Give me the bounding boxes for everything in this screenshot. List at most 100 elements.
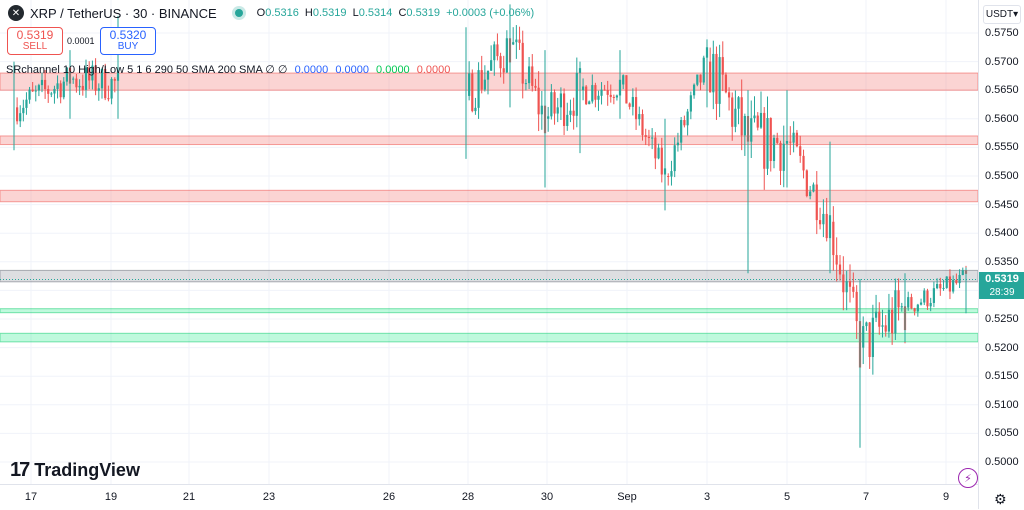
- support-zone: [0, 308, 978, 314]
- candle-body: [709, 61, 712, 93]
- candle-body: [822, 213, 825, 225]
- candle-body: [673, 145, 676, 172]
- candle-body: [37, 85, 40, 91]
- candle-body: [628, 103, 631, 107]
- candle-body: [676, 142, 680, 146]
- candle-body: [939, 283, 942, 289]
- candle-body: [88, 67, 91, 81]
- time-tick-label: 17: [24, 491, 38, 503]
- candle-body: [667, 176, 670, 177]
- candle-body: [615, 95, 619, 98]
- candle-body: [907, 297, 910, 308]
- price-chart[interactable]: [0, 0, 978, 484]
- candle-body: [862, 326, 865, 348]
- candle-body: [756, 115, 759, 128]
- candle-body: [936, 283, 939, 289]
- candle-body: [527, 66, 531, 84]
- candle-body: [113, 78, 116, 81]
- candle-body: [842, 274, 845, 293]
- candle-body: [795, 132, 799, 147]
- candle-body: [948, 276, 952, 292]
- price-tick-label: 0.5250: [985, 313, 1019, 325]
- candle-body: [878, 311, 881, 327]
- buy-price: 0.5320: [109, 28, 147, 42]
- candle-body: [638, 114, 641, 120]
- candle-body: [521, 42, 524, 84]
- candle-body: [753, 115, 756, 119]
- candle-body: [474, 107, 477, 112]
- time-tick-label: 26: [382, 491, 396, 503]
- candle-body: [874, 311, 878, 318]
- candle-body: [505, 38, 508, 73]
- candle-body: [923, 290, 926, 303]
- candle-body: [818, 220, 822, 225]
- candle-body: [84, 67, 88, 90]
- candle-body: [75, 78, 78, 88]
- candle-body: [600, 89, 603, 96]
- candle-body: [603, 89, 606, 91]
- price-tick-label: 0.5150: [985, 370, 1019, 383]
- time-tick-label: 28: [461, 491, 475, 503]
- candle-body: [731, 97, 734, 127]
- candle-body: [107, 98, 110, 100]
- candle-body: [480, 70, 483, 90]
- candle-body: [654, 137, 657, 159]
- tradingview-wordmark: TradingView: [34, 460, 140, 480]
- candle-body: [566, 114, 569, 126]
- time-tick-label: 3: [703, 491, 711, 503]
- candle-body: [471, 73, 474, 112]
- candle-body: [59, 83, 62, 98]
- candle-body: [609, 94, 612, 97]
- candle-body: [47, 89, 50, 94]
- candle-body: [815, 184, 818, 221]
- indicator-legend[interactable]: SRchannel 10 High/Low 5 1 6 290 50 SMA 2…: [6, 63, 450, 76]
- symbol-title[interactable]: XRP / TetherUS · 30 · BINANCE: [30, 5, 217, 21]
- candle-body: [832, 221, 835, 256]
- candle-body: [65, 67, 68, 82]
- candle-body: [910, 297, 913, 309]
- candle-body: [606, 89, 609, 95]
- indicator-value-2: 0.0000: [335, 64, 369, 76]
- candle-body: [547, 116, 550, 119]
- indicator-value-3: 0.0000: [376, 64, 410, 76]
- candle-body: [865, 322, 868, 327]
- candle-body: [689, 95, 692, 112]
- chart-pane[interactable]: [0, 0, 978, 484]
- candle-body: [776, 137, 779, 143]
- candle-body: [572, 110, 575, 116]
- candle-body: [891, 309, 894, 334]
- sell-button[interactable]: 0.5319 SELL: [7, 27, 63, 55]
- close-label: C: [398, 7, 407, 19]
- candle-body: [686, 111, 689, 126]
- buy-button[interactable]: 0.5320 BUY: [100, 27, 156, 55]
- currency-selector[interactable]: USDT ▾: [983, 5, 1021, 24]
- candle-body: [553, 92, 556, 114]
- price-tick-label: 0.5050: [985, 427, 1019, 440]
- price-tick-label: 0.5450: [985, 198, 1019, 211]
- settings-gear-icon[interactable]: ⚙: [994, 491, 1007, 507]
- time-tick-label: 7: [862, 491, 870, 503]
- candle-body: [524, 83, 528, 85]
- price-tick-label: 0.5000: [985, 456, 1019, 468]
- candle-body: [696, 74, 699, 85]
- lightning-icon[interactable]: ⚡: [958, 468, 978, 488]
- tradingview-logo[interactable]: 17 TradingView: [10, 459, 140, 482]
- candle-body: [651, 137, 654, 139]
- candle-body: [81, 85, 84, 90]
- price-axis[interactable]: USDT ▾ 0.5319 28:39 0.5750 0.5700 0.5650 0.5…: [978, 0, 1024, 509]
- candle-body: [556, 107, 559, 114]
- candle-body: [647, 136, 651, 139]
- candle-body: [559, 93, 563, 108]
- price-tick-label: 0.5500: [985, 170, 1019, 182]
- candle-body: [100, 68, 104, 89]
- candle-body: [868, 322, 871, 358]
- candle-body: [31, 89, 34, 92]
- high-value: 0.5319: [312, 7, 347, 19]
- candle-body: [958, 274, 961, 284]
- chevron-down-icon: ▾: [1013, 9, 1019, 20]
- time-axis[interactable]: 17 19 21 23 26 28 30 Sep 3 5 7 9: [0, 484, 978, 510]
- price-tick-label: 0.5350: [985, 255, 1019, 268]
- candle-body: [838, 264, 842, 275]
- candle-body: [581, 86, 585, 91]
- candle-body: [56, 83, 59, 89]
